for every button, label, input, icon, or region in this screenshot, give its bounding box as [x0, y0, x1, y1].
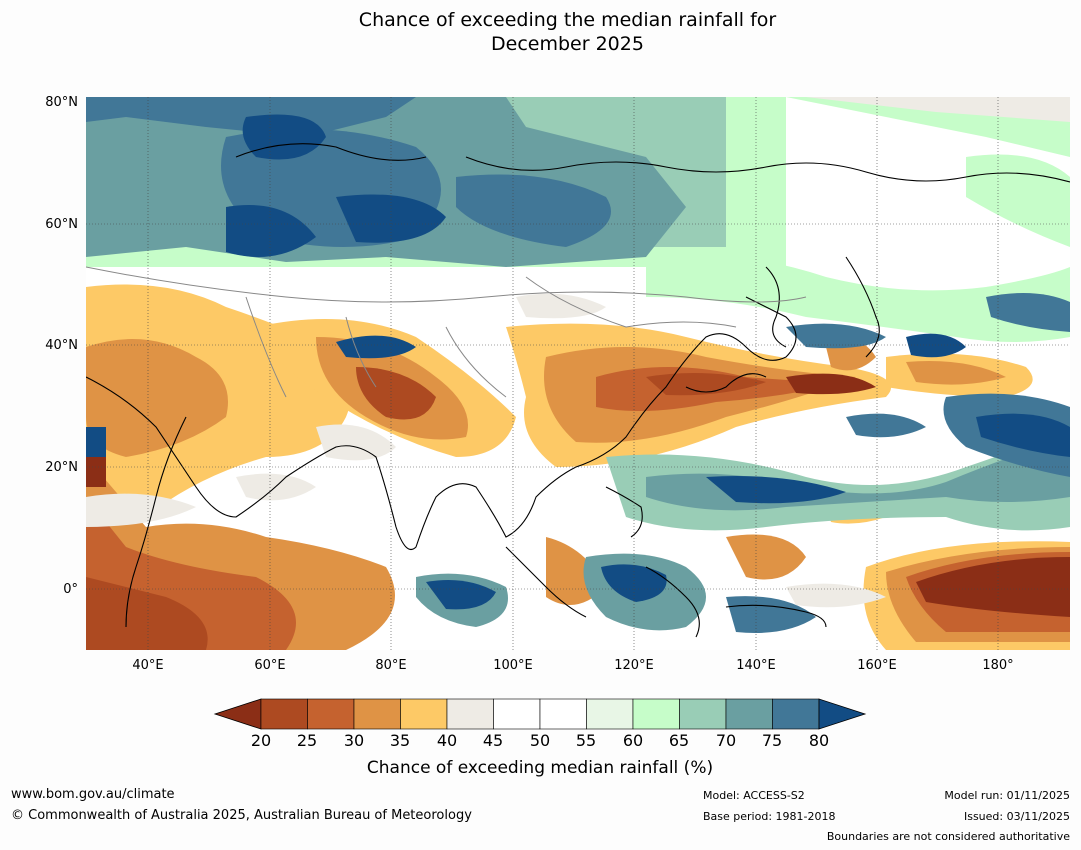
lat-label-0: 0° [63, 582, 78, 597]
colorbar-segment-40-45 [446, 698, 494, 730]
title-line-1: Chance of exceeding the median rainfall … [358, 9, 777, 31]
colorbar-segment-30-35 [353, 698, 401, 730]
rainfall-probability-map [86, 97, 1070, 650]
colorbar-tick-70: 70 [715, 731, 737, 750]
website-text: www.bom.gov.au/climate [11, 787, 175, 802]
model-text: Model: ACCESS-S2 [703, 789, 805, 802]
lon-label-160e: 160°E [857, 658, 897, 673]
lat-label-80n: 80°N [45, 95, 78, 110]
equatorial-pacific-dry-tongue [863, 541, 1070, 650]
colorbar-segment-60-65 [632, 698, 680, 730]
north-wet-band [86, 97, 1070, 267]
colorbar-tick-40: 40 [436, 731, 458, 750]
issued-text: Issued: 03/11/2025 [963, 810, 1070, 823]
colorbar-extend-high [818, 698, 867, 730]
lat-label-60n: 60°N [45, 217, 78, 232]
south-asia-dry-band [256, 319, 891, 467]
lon-label-80e: 80°E [375, 658, 407, 673]
map-title: Chance of exceeding the median rainfall … [0, 8, 1081, 56]
lon-label-140e: 140°E [736, 658, 776, 673]
colorbar-tick-35: 35 [389, 731, 411, 750]
colorbar-tick-50: 50 [529, 731, 551, 750]
lon-label-40e: 40°E [132, 658, 164, 673]
colorbar-segment-55-60 [586, 698, 634, 730]
colorbar-segment-35-40 [400, 698, 448, 730]
colorbar-tick-55: 55 [575, 731, 597, 750]
colorbar-tick-60: 60 [622, 731, 644, 750]
colorbar-segment-45-50 [493, 698, 541, 730]
colorbar-segment-70-75 [725, 698, 773, 730]
model-run-text: Model run: 01/11/2025 [944, 789, 1070, 802]
lon-label-100e: 100°E [493, 658, 533, 673]
coastlines [86, 143, 1070, 638]
lon-label-120e: 120°E [614, 658, 654, 673]
gridlines [86, 97, 1070, 650]
colorbar-tick-20: 20 [250, 731, 272, 750]
colorbar-segment-65-70 [679, 698, 727, 730]
colorbar-segment-25-30 [307, 698, 355, 730]
disclaimer-text: Boundaries are not considered authoritat… [826, 830, 1070, 843]
colorbar-tick-80: 80 [808, 731, 830, 750]
colorbar-tick-75: 75 [761, 731, 783, 750]
colorbar-segment-50-55 [539, 698, 587, 730]
title-line-2: December 2025 [491, 33, 644, 55]
colorbar-label: Chance of exceeding median rainfall (%) [366, 758, 714, 778]
colorbar-segment-20-25 [260, 698, 308, 730]
pacific-wet-bands [606, 254, 1070, 531]
lon-label-180: 180° [982, 658, 1014, 673]
colorbar-tick-65: 65 [668, 731, 690, 750]
country-borders [86, 266, 807, 398]
colorbar-extend-low [213, 698, 262, 730]
lat-label-40n: 40°N [45, 338, 78, 353]
colorbar-tick-45: 45 [482, 731, 504, 750]
copyright-text: © Commonwealth of Australia 2025, Austra… [11, 808, 472, 823]
colorbar-segment-75-80 [772, 698, 820, 730]
colorbar [213, 698, 867, 730]
lon-label-60e: 60°E [254, 658, 286, 673]
colorbar-tick-25: 25 [296, 731, 318, 750]
base-period-text: Base period: 1981-2018 [703, 810, 836, 823]
lat-label-20n: 20°N [45, 460, 78, 475]
colorbar-tick-30: 30 [343, 731, 365, 750]
